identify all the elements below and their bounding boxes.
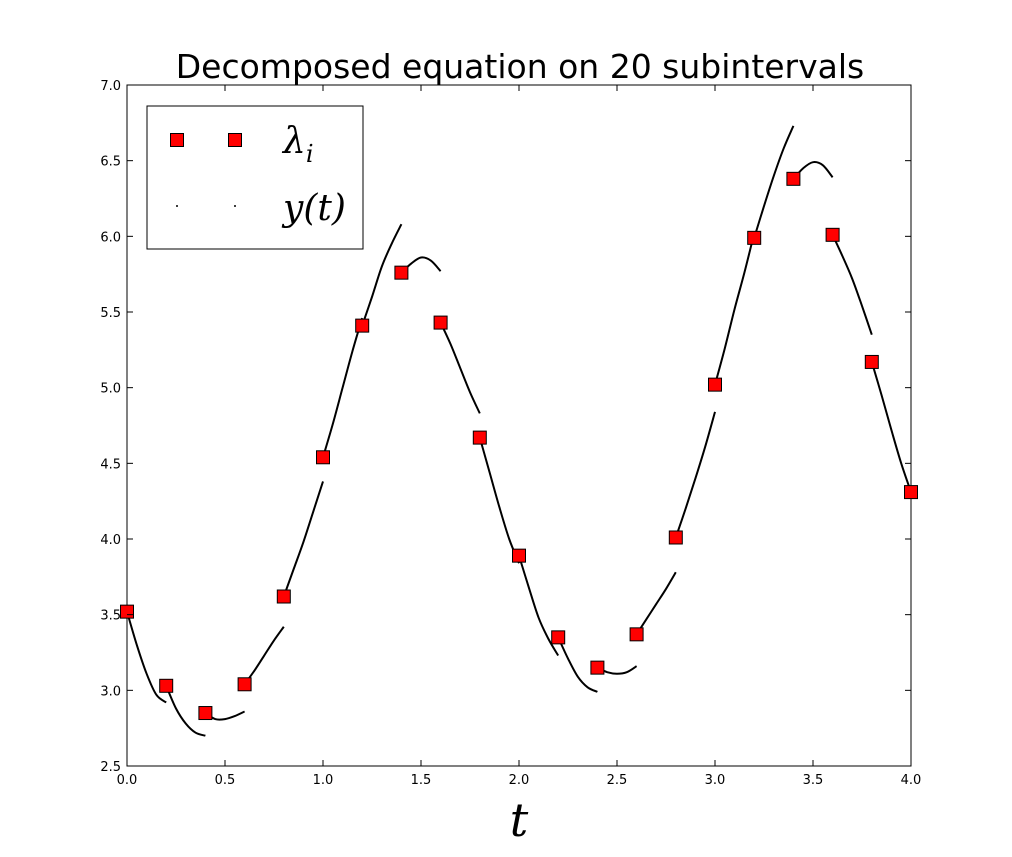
x-tick-label: 1.0 xyxy=(313,773,334,788)
y-curve-segment xyxy=(753,125,795,239)
lambda-marker xyxy=(590,660,605,675)
x-tick-label: 3.0 xyxy=(705,773,726,788)
lambda-marker xyxy=(629,627,644,642)
y-tick-label: 4.5 xyxy=(100,457,121,472)
lambda-marker xyxy=(825,227,840,242)
lambda-marker xyxy=(512,548,526,563)
lambda-marker xyxy=(394,265,409,280)
legend-lambda-marker xyxy=(170,133,184,147)
lambda-marker xyxy=(786,171,801,186)
x-tick-label: 0.0 xyxy=(117,773,138,788)
y-tick-label: 5.0 xyxy=(100,382,121,397)
lambda-marker xyxy=(355,318,370,333)
legend-entries: λi y(t) xyxy=(170,121,346,229)
x-tick-label: 2.5 xyxy=(607,773,628,788)
y-curve-segment xyxy=(870,361,912,493)
y-curve-segment xyxy=(557,636,598,693)
y-curve-segment xyxy=(282,481,324,597)
lambda-marker xyxy=(237,677,252,692)
lambda-marker xyxy=(708,377,722,392)
lambda-marker xyxy=(433,315,448,330)
legend-label-lambda: λi xyxy=(281,121,314,168)
y-curve-segment xyxy=(439,322,481,414)
lambda-marker xyxy=(904,485,918,500)
lambda-marker xyxy=(120,604,134,619)
y-tick-label: 6.0 xyxy=(100,230,121,245)
x-tick-label: 1.5 xyxy=(411,773,432,788)
legend-y-marker xyxy=(234,205,236,207)
lambda-marker xyxy=(276,589,291,604)
y-curve-segment xyxy=(478,437,520,564)
y-tick-label: 4.0 xyxy=(100,533,121,548)
legend-lambda-marker xyxy=(228,133,242,147)
x-axis-label: t xyxy=(510,793,529,847)
y-curve-layer xyxy=(126,125,912,737)
y-curve-segment xyxy=(361,223,403,326)
y-curve-segment xyxy=(714,233,756,385)
lambda-marker xyxy=(472,430,487,445)
x-tick-label: 0.5 xyxy=(215,773,236,788)
x-tick-label: 4.0 xyxy=(901,773,922,788)
y-curve-segment xyxy=(635,571,677,635)
legend-box xyxy=(146,105,364,250)
legend-y-marker xyxy=(176,205,178,207)
lambda-marker xyxy=(316,450,330,465)
legend: λi y(t) xyxy=(146,105,364,250)
y-tick-label: 3.0 xyxy=(100,684,121,699)
y-tick-label: 6.5 xyxy=(100,155,121,170)
y-tick-label: 3.5 xyxy=(100,609,121,624)
y-curve-segment xyxy=(126,611,167,704)
lambda-marker xyxy=(747,230,762,245)
axis-ticks-layer: 0.0 0.5 1.0 1.5 2.0 2.5 3.0 3.5 4.0 2.5 3.0 3.5 4.0 4… xyxy=(100,79,921,788)
y-curve-segment xyxy=(322,317,364,458)
y-tick-label: 7.0 xyxy=(100,79,121,94)
y-curve-segment xyxy=(518,555,560,657)
legend-label-y: y(t) xyxy=(281,188,346,229)
x-tick-label: 3.5 xyxy=(803,773,824,788)
y-curve-segment xyxy=(792,161,834,180)
lambda-marker xyxy=(198,706,213,721)
y-curve-segment xyxy=(831,234,873,336)
y-curve-segment xyxy=(165,685,206,737)
x-tick-label: 2.0 xyxy=(509,773,530,788)
lambda-marker xyxy=(551,630,566,645)
lambda-marker xyxy=(159,678,174,693)
lambda-marker xyxy=(864,354,879,369)
y-curve-segment xyxy=(243,626,285,685)
y-tick-label: 5.5 xyxy=(100,306,121,321)
y-curve-segment xyxy=(674,411,716,538)
chart-title: Decomposed equation on 20 subintervals xyxy=(176,47,865,86)
lambda-marker xyxy=(668,530,683,545)
y-tick-label: 2.5 xyxy=(100,760,121,775)
